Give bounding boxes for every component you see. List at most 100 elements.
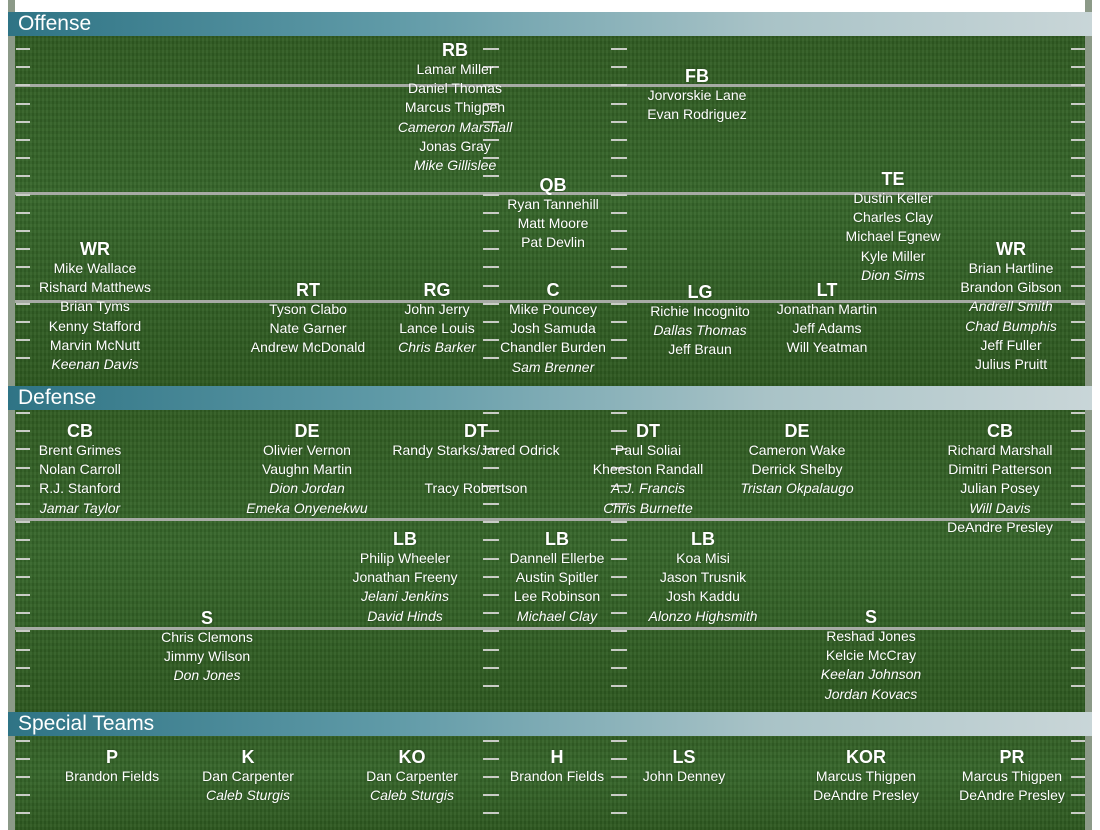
position-title: S — [200, 608, 213, 628]
hash-mark — [483, 648, 499, 651]
player-name: Tyson Clabo — [269, 301, 347, 317]
hash-mark — [16, 575, 30, 578]
position-title: LB — [392, 529, 417, 549]
hash-mark — [16, 339, 30, 342]
player-name: Tracy Robertson — [424, 480, 528, 497]
hash-mark — [16, 484, 30, 487]
player-name: Daniel Thomas — [408, 80, 502, 97]
player-name: Alonzo Highsmith — [648, 607, 758, 624]
hash-mark — [1071, 102, 1085, 105]
hash-mark — [611, 120, 627, 123]
position-group-dt: DT Randy Starks/Jared Odrick Tracy Robert… — [392, 421, 559, 499]
hash-mark — [611, 539, 627, 542]
hash-mark — [483, 794, 499, 797]
yard-line — [15, 627, 1085, 630]
player-name: Jamar Taylor — [39, 499, 121, 516]
hash-mark — [483, 484, 499, 487]
player-name: Dan Carpenter — [366, 768, 458, 784]
hash-mark — [483, 412, 499, 414]
position-group-wr: WR Brian Hartline Brandon Gibson Andrell Sm… — [960, 239, 1061, 374]
player-name: Dion Jordan — [269, 480, 345, 497]
player-name: Kelcie McCray — [825, 647, 917, 664]
position-group-cb: CB Brent Grimes Nolan Carroll R.J. Stanford… — [39, 421, 121, 518]
hash-mark — [611, 612, 627, 615]
player-name: Richie Incognito — [650, 303, 750, 319]
player-name: Sam Brenner — [511, 358, 595, 375]
hash-mark — [611, 266, 627, 269]
position-title: WR — [79, 239, 110, 259]
position-title: LS — [672, 747, 696, 767]
position-group-fb: FB Jorvorskie Lane Evan Rodriguez — [647, 66, 747, 124]
hash-mark — [1071, 575, 1085, 578]
hash-mark — [611, 66, 627, 69]
hash-mark — [483, 66, 499, 69]
position-group-rt: RT Tyson Clabo Nate Garner Andrew McDonald — [251, 280, 365, 358]
player-name: Emeka Onyenekwu — [246, 499, 368, 516]
hash-mark — [483, 48, 499, 50]
hash-mark — [16, 357, 30, 360]
hash-mark — [483, 812, 499, 815]
position-group-rb: RB Lamar Miller Daniel Thomas Marcus Thigpe… — [398, 40, 512, 175]
hash-mark — [483, 630, 499, 633]
player-name: Reshad Jones — [826, 628, 916, 644]
hash-mark — [611, 594, 627, 596]
player-name: Caleb Sturgis — [205, 787, 291, 804]
hash-mark — [483, 503, 499, 505]
hash-mark — [16, 630, 30, 633]
position-title: FB — [685, 66, 709, 86]
hash-mark — [16, 321, 30, 323]
hash-mark — [1071, 157, 1085, 160]
player-name: Lance Louis — [399, 320, 475, 337]
player-name: Marcus Thigpen — [815, 768, 917, 784]
player-name: Jorvorskie Lane — [647, 87, 747, 103]
hash-mark — [611, 776, 627, 778]
player-name: Brian Tyms — [60, 298, 130, 315]
position-title: P — [105, 747, 119, 767]
player-name: A.J. Francis — [611, 480, 685, 497]
player-name: Philip Wheeler — [359, 550, 451, 566]
player-name: Mike Wallace — [53, 260, 137, 276]
hash-mark — [483, 739, 499, 742]
hash-mark — [611, 794, 627, 797]
hash-mark — [1071, 230, 1085, 232]
position-title: CB — [986, 421, 1013, 441]
player-name: Marcus Thigpen — [404, 99, 506, 116]
hash-mark — [16, 193, 30, 196]
hash-mark — [611, 466, 627, 469]
hash-mark — [483, 448, 499, 451]
position-group-de: DE Olivier Vernon Vaughn Martin Dion Jordan… — [246, 421, 367, 518]
player-name: Dion Sims — [861, 266, 925, 283]
position-group-de: DE Cameron Wake Derrick Shelby Tristan Okpa… — [740, 421, 853, 499]
hash-mark — [1071, 430, 1085, 433]
player-name: Cameron Marshall — [397, 118, 513, 135]
position-group-dt: DT Paul Soliai Kheeston Randall A.J. Franci… — [593, 421, 704, 518]
player-name: John Jerry — [404, 301, 470, 317]
player-name: Mike Pouncey — [509, 301, 597, 317]
hash-mark — [1071, 685, 1085, 687]
player-name: Andrew McDonald — [250, 339, 366, 356]
hash-mark — [483, 139, 499, 141]
hash-mark — [611, 630, 627, 633]
hash-mark — [16, 102, 30, 105]
player-name: Dustin Keller — [853, 190, 933, 206]
player-name: Charles Clay — [852, 209, 934, 226]
hash-mark — [483, 284, 499, 287]
offense-section-header: Offense — [8, 12, 1092, 36]
hash-mark — [483, 120, 499, 123]
player-name: Chandler Burden — [500, 339, 606, 356]
position-group-lb: LB Dannell Ellerbe Austin Spitler Lee Robin… — [510, 529, 605, 626]
hash-mark — [1071, 776, 1085, 778]
hash-mark — [483, 193, 499, 196]
position-title: RT — [295, 280, 320, 300]
hash-mark — [611, 666, 627, 669]
position-title: LB — [544, 529, 569, 549]
player-name: Kheeston Randall — [592, 461, 704, 478]
player-name: Lee Robinson — [513, 588, 601, 605]
hash-mark — [1071, 794, 1085, 797]
position-group-ls: LS John Denney — [643, 747, 726, 786]
hash-mark — [1071, 357, 1085, 360]
position-title: DE — [784, 421, 810, 441]
hash-mark — [16, 739, 30, 742]
player-name: Chris Burnette — [603, 499, 693, 516]
